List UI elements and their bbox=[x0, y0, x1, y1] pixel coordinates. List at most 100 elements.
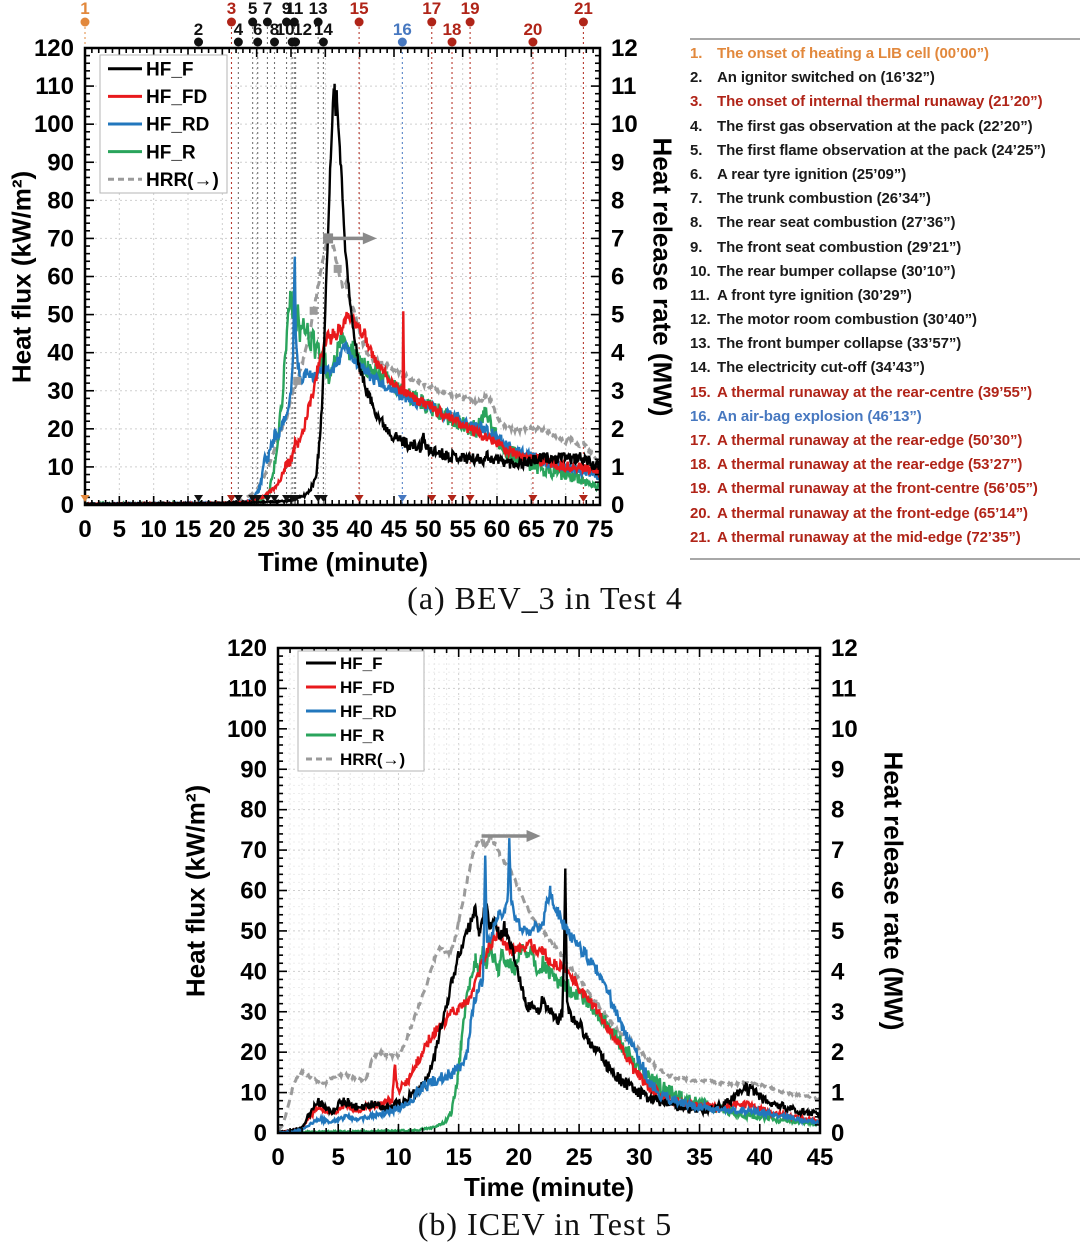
event-number-20: 20 bbox=[523, 20, 542, 39]
event-item-number: 19. bbox=[690, 480, 711, 498]
svg-text:40: 40 bbox=[47, 340, 74, 367]
event-number-6: 6 bbox=[253, 20, 262, 39]
event-triangle-1 bbox=[80, 495, 90, 502]
svg-text:10: 10 bbox=[831, 716, 858, 743]
event-triangle-7 bbox=[262, 495, 272, 502]
svg-text:20: 20 bbox=[47, 416, 74, 443]
tick-labels: 0 5 10 15 20 25 30 35 40 45 50 55 60 65 70 750102030405… bbox=[34, 35, 638, 543]
svg-text:12: 12 bbox=[831, 635, 858, 662]
svg-text:40: 40 bbox=[746, 1144, 773, 1171]
event-item-number: 21. bbox=[690, 528, 711, 546]
event-number-7: 7 bbox=[263, 0, 272, 18]
event-item-number: 11. bbox=[690, 286, 710, 304]
event-item-text: A front tyre ignition (30’29”) bbox=[717, 286, 912, 304]
event-dot-9 bbox=[282, 17, 292, 27]
svg-text:35: 35 bbox=[312, 516, 339, 543]
event-item-text: An ignitor switched on (16’32”) bbox=[717, 69, 935, 87]
chart-b-left-axis-title: Heat flux (kW/m²) bbox=[180, 784, 211, 998]
svg-text:6: 6 bbox=[611, 264, 624, 291]
svg-text:0: 0 bbox=[61, 492, 74, 519]
legend-label-hf_rd: HF_RD bbox=[340, 702, 397, 721]
svg-text:65: 65 bbox=[518, 516, 545, 543]
event-item-20: 20. A thermal runaway at the front-edge (… bbox=[690, 505, 1080, 529]
chart-b-right-axis-title: Heat release rate (MW) bbox=[878, 751, 909, 1031]
event-number-17: 17 bbox=[422, 0, 441, 18]
event-item-number: 5. bbox=[690, 141, 703, 159]
event-item-text: The motor room combustion (30’40”) bbox=[717, 311, 977, 329]
event-triangle-18 bbox=[447, 495, 457, 502]
svg-text:35: 35 bbox=[686, 1144, 713, 1171]
svg-text:20: 20 bbox=[240, 1039, 267, 1066]
svg-text:7: 7 bbox=[831, 837, 844, 864]
chart-a-x-axis-title: Time (minute) bbox=[258, 547, 428, 577]
hrr-marker bbox=[293, 376, 302, 385]
chart-b-x-axis-title: Time (minute) bbox=[464, 1172, 634, 1202]
svg-text:100: 100 bbox=[227, 716, 267, 743]
event-dot-2 bbox=[194, 37, 204, 47]
event-dot-20 bbox=[528, 37, 538, 47]
event-triangle-16 bbox=[397, 495, 407, 502]
event-dot-14 bbox=[318, 37, 328, 47]
svg-text:4: 4 bbox=[611, 340, 625, 367]
event-item-number: 1. bbox=[690, 45, 703, 62]
event-item-21: 21. A thermal runaway at the mid-edge (72… bbox=[690, 529, 1080, 553]
svg-text:70: 70 bbox=[240, 837, 267, 864]
event-item-number: 14. bbox=[690, 359, 711, 377]
chart-b-caption: (b) ICEV in Test 5 bbox=[417, 1206, 673, 1242]
event-item-3: 3. The onset of internal thermal runaway … bbox=[690, 93, 1080, 117]
svg-text:7: 7 bbox=[611, 225, 624, 252]
event-item-text: The electricity cut-off (34’43”) bbox=[717, 359, 925, 377]
event-dot-1 bbox=[80, 17, 90, 27]
event-item-2: 2. An ignitor switched on (16’32”) bbox=[690, 69, 1080, 93]
series-hf-f-line bbox=[278, 868, 820, 1133]
event-dot-19 bbox=[465, 17, 475, 27]
legend-label-hf_r: HF_R bbox=[340, 726, 384, 745]
event-item-number: 13. bbox=[690, 335, 711, 353]
svg-text:5: 5 bbox=[611, 302, 624, 329]
event-item-18: 18. A thermal runaway at the rear-edge (5… bbox=[690, 456, 1080, 480]
svg-text:6: 6 bbox=[831, 878, 844, 905]
legend: HF_F HF_FD HF_RD HF_R HRR(→) bbox=[297, 650, 425, 772]
svg-text:15: 15 bbox=[175, 516, 202, 543]
event-number-13: 13 bbox=[309, 0, 328, 18]
svg-text:30: 30 bbox=[278, 516, 305, 543]
event-item-number: 8. bbox=[690, 214, 703, 232]
event-number-2: 2 bbox=[194, 20, 203, 39]
event-item-number: 7. bbox=[690, 190, 703, 208]
legend-label-hf_f: HF_F bbox=[146, 59, 194, 80]
tick-labels: 0 5 10 15 20 25 30 35 40 450102030405060708090100… bbox=[227, 635, 858, 1171]
svg-text:50: 50 bbox=[415, 516, 442, 543]
svg-text:45: 45 bbox=[807, 1144, 834, 1171]
svg-text:12: 12 bbox=[611, 35, 638, 62]
event-number-8: 8 bbox=[270, 20, 279, 39]
svg-text:75: 75 bbox=[587, 516, 614, 543]
legend-label-hf_fd: HF_FD bbox=[340, 678, 395, 697]
series-group bbox=[278, 831, 820, 1133]
svg-text:8: 8 bbox=[611, 187, 624, 214]
legend-label-hf_rd: HF_RD bbox=[146, 115, 209, 136]
legend: HF_F HF_FD HF_RD HF_R HRR(→) bbox=[99, 54, 228, 194]
event-item-7: 7. The trunk combustion (26’34”) bbox=[690, 190, 1080, 214]
event-number-9: 9 bbox=[282, 0, 291, 18]
event-item-number: 18. bbox=[690, 456, 711, 474]
event-item-number: 6. bbox=[690, 165, 703, 183]
svg-text:5: 5 bbox=[113, 516, 126, 543]
event-item-text: A thermal runaway at the mid-edge (72’35… bbox=[717, 528, 1021, 546]
svg-text:10: 10 bbox=[47, 454, 74, 481]
event-item-text: The rear bumper collapse (30’10”) bbox=[717, 262, 956, 280]
chart-a-left-axis-title: Heat flux (kW/m²) bbox=[6, 170, 37, 384]
svg-text:25: 25 bbox=[566, 1144, 593, 1171]
event-triangle-6 bbox=[253, 495, 263, 502]
event-triangle-21 bbox=[578, 495, 588, 502]
event-triangle-12 bbox=[291, 495, 301, 502]
svg-text:100: 100 bbox=[34, 111, 74, 138]
event-number-14: 14 bbox=[314, 20, 333, 39]
svg-text:5: 5 bbox=[332, 1144, 345, 1171]
event-item-text: The front bumper collapse (33’57”) bbox=[717, 335, 962, 353]
event-item-19: 19. A thermal runaway at the front-centre… bbox=[690, 480, 1080, 504]
chart-a-caption: (a) BEV_3 in Test 4 bbox=[407, 580, 683, 616]
event-triangle-3 bbox=[226, 495, 236, 502]
event-triangle-8 bbox=[270, 495, 280, 502]
event-item-text: A thermal runaway at the front-centre (5… bbox=[717, 480, 1038, 498]
